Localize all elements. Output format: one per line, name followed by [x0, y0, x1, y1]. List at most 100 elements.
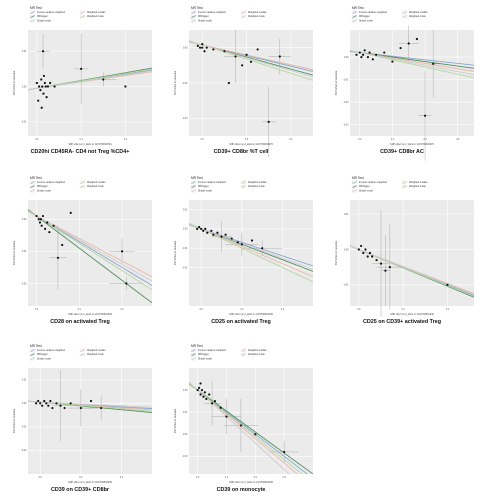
regression-line [189, 381, 290, 474]
data-point [49, 399, 52, 403]
legend-label: Simple mode [198, 19, 213, 22]
data-point [360, 55, 363, 59]
legend-label: MR Egger [359, 185, 370, 188]
y-tick-label: 0.00 [22, 219, 27, 221]
legend-swatch [80, 15, 85, 19]
data-point [55, 402, 58, 405]
data-point [234, 55, 237, 58]
regression-lines [350, 245, 474, 298]
data-point [35, 402, 38, 405]
data-point [196, 388, 199, 392]
data-point [375, 53, 378, 56]
x-tick-label: 0.4 [289, 139, 293, 141]
legend-label: MR Egger [198, 353, 209, 356]
chart-title: CD39 on CD39+ CD8br [51, 487, 109, 493]
data-point [42, 92, 45, 95]
regression-lines [28, 400, 152, 413]
x-tick-label: 0.2 [446, 309, 450, 311]
y-axis-label: SNP effect on outcome [335, 240, 338, 265]
legend-swatch [191, 349, 196, 352]
legend-swatch [191, 185, 196, 189]
data-point [37, 99, 40, 102]
x-tick-label: 0.2 [120, 309, 124, 311]
legend-label: Weighted median [409, 181, 428, 184]
data-point [210, 229, 213, 232]
data-point [45, 402, 48, 405]
x-tick-label: 0.1 [402, 309, 406, 311]
data-point [250, 239, 254, 242]
legend-title: MR Test [191, 344, 203, 348]
regression-lines [28, 209, 152, 304]
data-point [379, 262, 383, 265]
data-point [53, 85, 56, 88]
data-point [249, 60, 253, 63]
data-point [197, 386, 201, 389]
data-point [79, 406, 82, 410]
data-point [199, 382, 202, 385]
legend-swatch [80, 349, 85, 352]
y-tick-label: 0.00 [183, 390, 188, 392]
legend-label: Simple mode [37, 19, 52, 22]
data-point [201, 46, 204, 49]
chart-title: CD20hi CD45RA- CD4 not Treg %CD4+ [30, 149, 130, 155]
legend-swatch [402, 11, 407, 14]
x-axis-label: SNP effect on 2_kkdn or GCST90002039 [68, 481, 112, 484]
legend-label: Inverse variance weighted [198, 11, 226, 14]
data-point [69, 402, 72, 405]
y-axis-label: SNP effect on outcome [13, 408, 16, 433]
chart-panel: MR Test Inverse variance weighted MR Egger… [322, 0, 482, 161]
data-point [216, 231, 219, 234]
legend-swatch [352, 11, 357, 14]
plot-background [189, 368, 313, 474]
regression-line [28, 210, 152, 282]
legend-swatch [80, 11, 85, 14]
legend-swatch [191, 11, 196, 14]
x-tick-label: 0.2 [79, 477, 83, 479]
data-point [371, 255, 374, 258]
data-point [261, 247, 264, 250]
data-point [196, 44, 199, 48]
data-point [46, 85, 50, 88]
regression-line [28, 210, 152, 291]
data-point [59, 404, 62, 407]
data-point [205, 397, 208, 401]
data-point [56, 256, 60, 259]
data-point [239, 424, 243, 427]
chart-title: CD39+ CD8br %T cell [213, 149, 269, 155]
data-point [407, 42, 410, 45]
data-point [203, 50, 206, 53]
y-tick-label: -0.03 [182, 456, 188, 458]
data-point [362, 251, 365, 255]
y-axis-label: SNP effect on outcome [13, 70, 16, 95]
x-tick-label: 0.1 [225, 477, 229, 479]
x-tick-label: 0.2 [254, 477, 258, 479]
data-point [201, 43, 204, 46]
x-tick-label: 0.6 [456, 139, 460, 141]
data-point [41, 404, 44, 407]
data-point [124, 85, 127, 88]
data-point [46, 221, 49, 224]
x-tick-label: 0.4 [423, 139, 427, 141]
x-tick-label: 0.1 [80, 139, 84, 141]
x-tick-label: 0.0 [357, 309, 361, 311]
regression-line [350, 245, 474, 295]
x-tick-label: 0.3 [283, 477, 287, 479]
legend-label: Inverse variance weighted [198, 181, 226, 184]
legend-swatch [352, 19, 357, 23]
legend-label: MR Egger [359, 15, 370, 18]
plot-background [350, 30, 474, 136]
x-axis-label: SNP effect on 2_kkdn or GCST90002048 [229, 481, 273, 484]
legend-label: MR Egger [37, 353, 48, 356]
regression-line [189, 382, 303, 474]
data-point [383, 51, 386, 54]
plot-background [28, 30, 152, 136]
data-point [41, 214, 45, 218]
legend-label: Weighted mode [87, 15, 104, 18]
legend-swatch [241, 353, 246, 357]
legend-label: Inverse variance weighted [37, 349, 65, 352]
y-tick-label: 0.00 [183, 229, 188, 231]
data-point [198, 46, 202, 49]
legend-label: Inverse variance weighted [37, 181, 65, 184]
y-tick-label: -0.01 [21, 427, 27, 429]
